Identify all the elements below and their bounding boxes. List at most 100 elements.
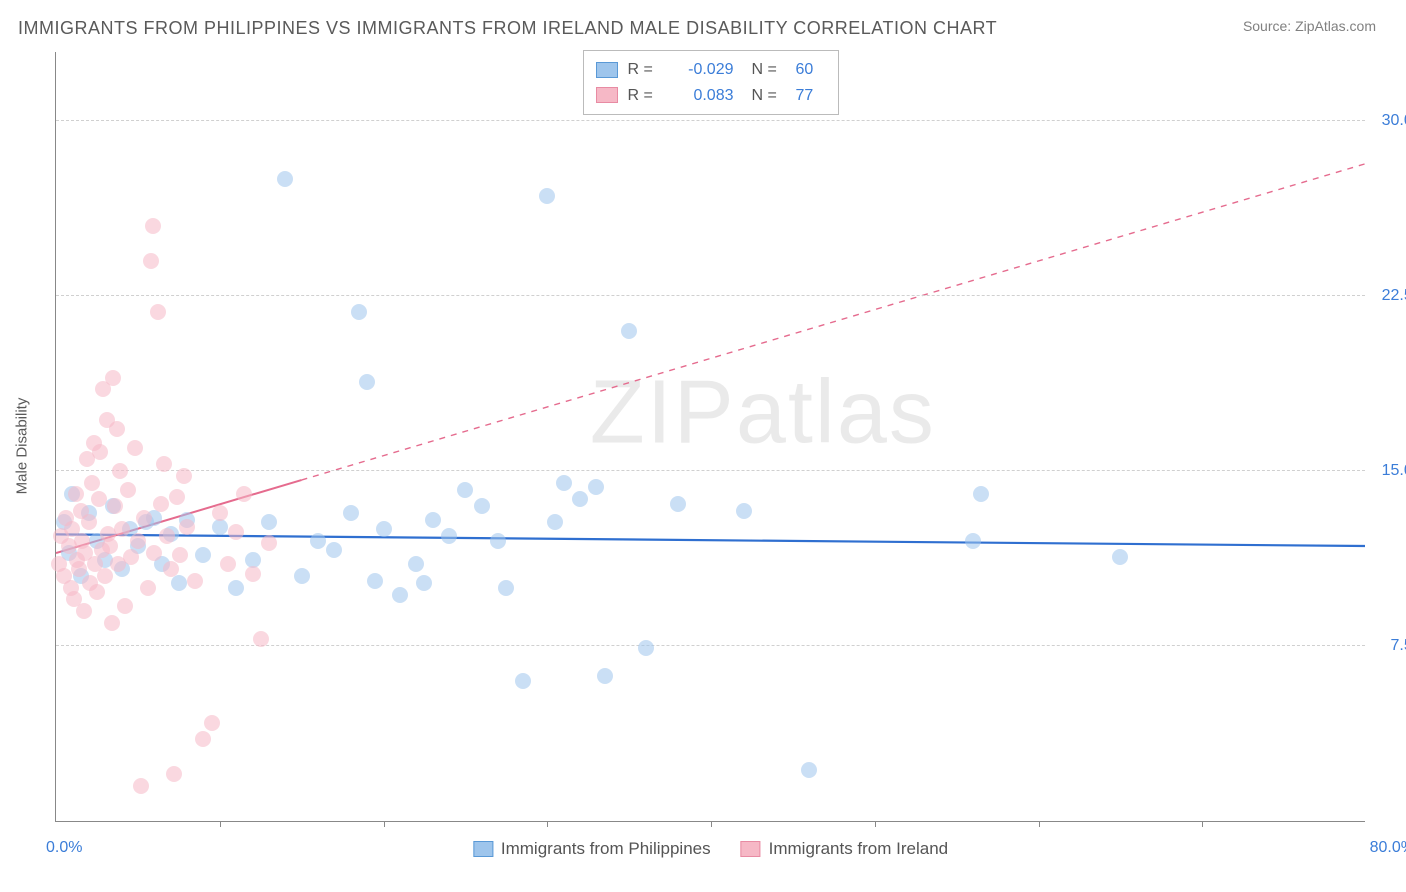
scatter-point-ireland [102,538,118,554]
scatter-point-philippines [294,568,310,584]
x-tick-label: 80.0% [1370,839,1406,857]
scatter-point-philippines [638,640,654,656]
scatter-point-philippines [441,528,457,544]
scatter-point-philippines [367,573,383,589]
scatter-point-philippines [277,171,293,187]
trendline-ireland-extrapolated [301,164,1365,480]
gridline-horizontal [56,120,1365,121]
source-attribution: Source: ZipAtlas.com [1243,18,1376,34]
x-tick [1202,821,1203,827]
chart-title: IMMIGRANTS FROM PHILIPPINES VS IMMIGRANT… [18,18,997,39]
scatter-point-philippines [326,542,342,558]
scatter-point-ireland [172,547,188,563]
scatter-point-ireland [127,440,143,456]
y-tick-label: 22.5% [1382,287,1406,305]
gridline-horizontal [56,295,1365,296]
scatter-point-ireland [245,566,261,582]
y-axis-label: Male Disability [14,398,31,495]
scatter-point-ireland [212,505,228,521]
scatter-point-ireland [146,545,162,561]
scatter-point-philippines [572,491,588,507]
legend-swatch-icon [473,841,493,857]
scatter-point-philippines [228,580,244,596]
scatter-point-philippines [392,587,408,603]
scatter-point-ireland [150,304,166,320]
scatter-point-ireland [97,568,113,584]
trendline-philippines [56,534,1365,546]
scatter-point-ireland [179,519,195,535]
scatter-point-ireland [166,766,182,782]
legend-r-label: R = [628,57,662,83]
legend-n-label: N = [752,57,786,83]
series-legend: Immigrants from Philippines Immigrants fr… [473,839,948,859]
scatter-point-ireland [169,489,185,505]
scatter-point-ireland [68,486,84,502]
scatter-point-ireland [176,468,192,484]
legend-series-label: Immigrants from Ireland [769,839,949,859]
legend-n-label: N = [752,83,786,109]
scatter-point-philippines [547,514,563,530]
legend-n-value: 60 [796,57,826,83]
x-tick [1039,821,1040,827]
scatter-point-ireland [261,535,277,551]
y-tick-label: 30.0% [1382,112,1406,130]
scatter-point-philippines [310,533,326,549]
legend-r-value: 0.083 [672,83,742,109]
trend-lines-layer [56,52,1365,821]
scatter-point-philippines [556,475,572,491]
scatter-point-philippines [474,498,490,514]
gridline-horizontal [56,645,1365,646]
watermark-text: ZIPatlas [590,362,936,465]
scatter-point-philippines [965,533,981,549]
gridline-horizontal [56,470,1365,471]
scatter-point-philippines [343,505,359,521]
scatter-point-ireland [112,463,128,479]
scatter-point-philippines [621,323,637,339]
scatter-point-philippines [212,519,228,535]
scatter-point-philippines [408,556,424,572]
scatter-point-philippines [1112,549,1128,565]
scatter-point-ireland [140,580,156,596]
scatter-point-ireland [143,253,159,269]
scatter-point-philippines [597,668,613,684]
scatter-point-philippines [515,673,531,689]
scatter-point-ireland [91,491,107,507]
scatter-point-ireland [159,528,175,544]
legend-item-ireland: Immigrants from Ireland [741,839,949,859]
y-tick-label: 7.5% [1391,637,1406,655]
x-tick [384,821,385,827]
scatter-point-philippines [670,496,686,512]
scatter-point-ireland [109,421,125,437]
scatter-point-ireland [71,561,87,577]
scatter-point-philippines [376,521,392,537]
scatter-point-philippines [195,547,211,563]
scatter-point-philippines [498,580,514,596]
scatter-point-philippines [736,503,752,519]
scatter-point-ireland [187,573,203,589]
y-tick-label: 15.0% [1382,462,1406,480]
legend-r-label: R = [628,83,662,109]
scatter-point-ireland [117,598,133,614]
scatter-point-ireland [153,496,169,512]
scatter-point-ireland [89,584,105,600]
scatter-point-ireland [253,631,269,647]
scatter-point-philippines [351,304,367,320]
scatter-point-ireland [104,615,120,631]
legend-r-value: -0.029 [672,57,742,83]
scatter-point-ireland [92,444,108,460]
scatter-point-ireland [163,561,179,577]
scatter-point-philippines [416,575,432,591]
scatter-point-philippines [425,512,441,528]
legend-row-ireland: R =0.083N =77 [596,83,826,109]
x-tick-label: 0.0% [46,839,82,857]
scatter-point-philippines [588,479,604,495]
scatter-point-philippines [359,374,375,390]
scatter-point-ireland [220,556,236,572]
scatter-point-philippines [490,533,506,549]
scatter-point-ireland [156,456,172,472]
legend-item-philippines: Immigrants from Philippines [473,839,711,859]
scatter-point-ireland [133,778,149,794]
scatter-point-ireland [123,549,139,565]
scatter-point-philippines [973,486,989,502]
x-tick [547,821,548,827]
